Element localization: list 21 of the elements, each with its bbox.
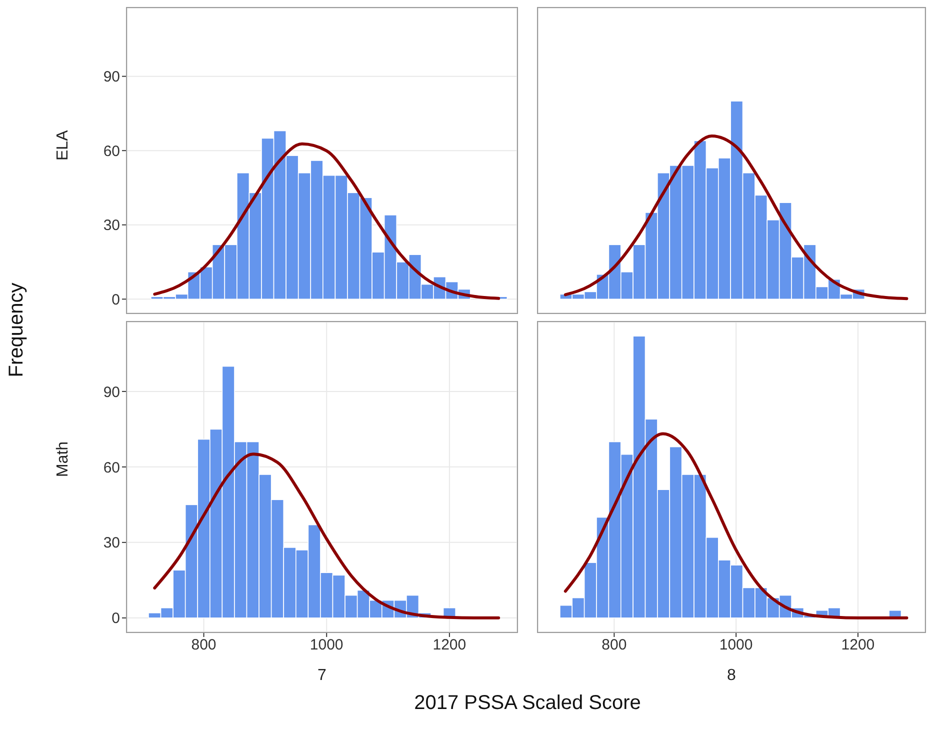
y-axis-title: Math [54,441,72,477]
x-tick-label: 800 [191,636,216,654]
x-tick-label: 1200 [841,636,875,654]
x-axis-title: 7 [318,667,327,684]
y-tick-label: 60 [103,459,120,476]
y-tick-label: 60 [103,142,120,160]
y-tick-label: 30 [103,217,120,234]
y-tick-label: 30 [103,534,120,552]
y-tick-label: 90 [103,68,120,86]
y-tick-label: 0 [112,291,120,308]
x-tick-label: 800 [602,636,627,654]
x-tick-label: 1000 [310,636,344,654]
text: Frequency [6,282,28,380]
y-tick-label: 0 [112,610,120,628]
x-tick-label: 1200 [432,636,466,654]
y-tick-label: 90 [103,384,120,401]
y-axis-title: ELA [54,130,72,160]
x-axis-title: 8 [727,667,736,684]
line-series [153,452,500,620]
x-tick-label: 1000 [719,636,753,654]
text: 2017 PSSA Scaled Score [413,692,642,715]
